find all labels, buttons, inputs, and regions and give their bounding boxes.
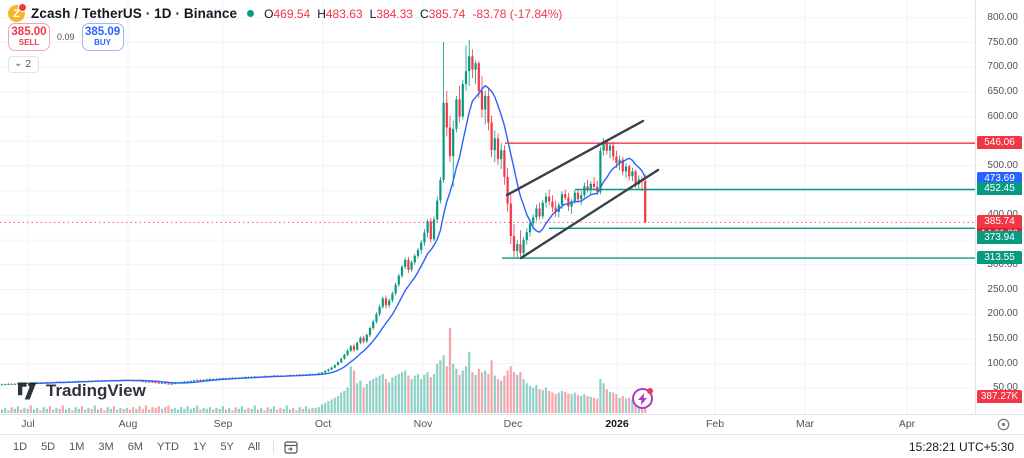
range-button-ytd[interactable]: YTD: [156, 440, 179, 453]
time-label-Aug: Aug: [118, 418, 138, 430]
price-tick: 250.00: [987, 283, 1018, 295]
range-selector: 1D 5D 1M 3M 6M YTD 1Y 5Y All: [6, 439, 267, 455]
range-button-5y[interactable]: 5Y: [220, 440, 234, 453]
time-label-Sep: Sep: [213, 418, 233, 430]
price-label-387.27K: 387.27K: [977, 390, 1022, 403]
price-tick: 150.00: [987, 332, 1018, 344]
time-label-Jul: Jul: [21, 418, 35, 430]
range-button-1y[interactable]: 1Y: [192, 440, 207, 453]
price-tick: 650.00: [987, 85, 1018, 97]
price-label-373.94: 373.94: [977, 231, 1022, 245]
buy-button[interactable]: 385.09 BUY: [81, 23, 124, 51]
market-status-dot[interactable]: [247, 10, 255, 17]
indicators-collapse-button[interactable]: ⌄ 2: [8, 56, 40, 73]
range-button-6m[interactable]: 6M: [127, 440, 143, 453]
bottom-toolbar: 1D 5D 1M 3M 6M YTD 1Y 5Y All 15:28:21 UTC+5:30: [0, 434, 1024, 458]
time-label-Apr: Apr: [898, 418, 916, 430]
price-tick: 700.00: [987, 61, 1018, 73]
chart-pane[interactable]: Z Zcash / TetherUS · 1D · Binance O469.5…: [0, 0, 975, 414]
price-tick: 200.00: [987, 308, 1018, 320]
range-button-5d[interactable]: 5D: [41, 440, 56, 453]
chevron-down-icon: ⌄: [14, 58, 23, 69]
low-value: 384.33: [376, 6, 413, 21]
range-button-3m[interactable]: 3M: [98, 440, 114, 453]
price-tick: 300.00: [987, 258, 1018, 270]
change-value: -83.78 (-17.84%): [472, 6, 563, 21]
trade-panel: 385.00 SELL 0.09 385.09 BUY: [8, 23, 124, 51]
sell-price: 385.00: [11, 26, 47, 38]
ohlc-values: O469.54 H483.63 L384.33 C385.74 -83.78 (…: [264, 6, 563, 21]
price-tick: 600.00: [987, 110, 1018, 122]
price-label-452.45: 452.45: [977, 182, 1022, 196]
price-label-546.06: 546.06: [977, 136, 1022, 150]
open-value: 469.54: [273, 6, 311, 21]
tradingview-logo-icon: [18, 382, 37, 400]
zcash-coin-icon: Z: [8, 3, 27, 22]
price-tick: 500.00: [987, 160, 1018, 171]
time-label-2026: 2026: [605, 418, 629, 430]
time-axis[interactable]: Jul Aug Sep Oct Nov Dec 2026 Feb Mar Apr: [0, 414, 1024, 434]
time-label-Dec: Dec: [503, 418, 523, 430]
time-label-Oct: Oct: [314, 418, 332, 430]
axis-settings-icon[interactable]: [996, 417, 1011, 432]
price-tick: 400.00: [987, 209, 1018, 221]
symbol-title[interactable]: Zcash / TetherUS · 1D · Binance: [31, 6, 238, 21]
go-to-date-icon[interactable]: [280, 440, 302, 454]
range-button-1m[interactable]: 1M: [69, 440, 85, 453]
price-axis[interactable]: 800.00 750.00 700.00 650.00 600.00 500.00 400.…: [975, 0, 1024, 414]
tradingview-watermark: TradingView: [18, 380, 146, 402]
time-label-Nov: Nov: [413, 418, 433, 430]
price-tick: 800.00: [987, 11, 1018, 23]
candlestick-chart[interactable]: [0, 0, 975, 414]
price-label-313.55: 313.55: [977, 251, 1022, 265]
symbol-legend: Z Zcash / TetherUS · 1D · Binance O469.5…: [8, 3, 563, 22]
sell-button[interactable]: 385.00 SELL: [8, 23, 50, 51]
time-label-Feb: Feb: [705, 418, 725, 430]
price-tick: 100.00: [987, 357, 1018, 369]
price-tick: 750.00: [987, 36, 1018, 48]
clock-timezone[interactable]: 15:28:21 UTC+5:30: [908, 439, 1014, 454]
time-label-Mar: Mar: [795, 418, 815, 430]
toolbar-divider: [273, 439, 275, 454]
price-tick: 50.00: [992, 382, 1018, 394]
range-button-all[interactable]: All: [247, 440, 261, 453]
buy-price: 385.09: [84, 26, 121, 38]
range-button-1d[interactable]: 1D: [13, 440, 28, 453]
spread-value: 0.09: [50, 32, 82, 42]
lightning-icon[interactable]: [632, 388, 653, 409]
indicator-count: 2: [25, 58, 32, 70]
high-value: 483.63: [325, 6, 363, 21]
close-value: 385.74: [428, 6, 466, 21]
price-label-473.69: 473.69: [977, 171, 1022, 185]
